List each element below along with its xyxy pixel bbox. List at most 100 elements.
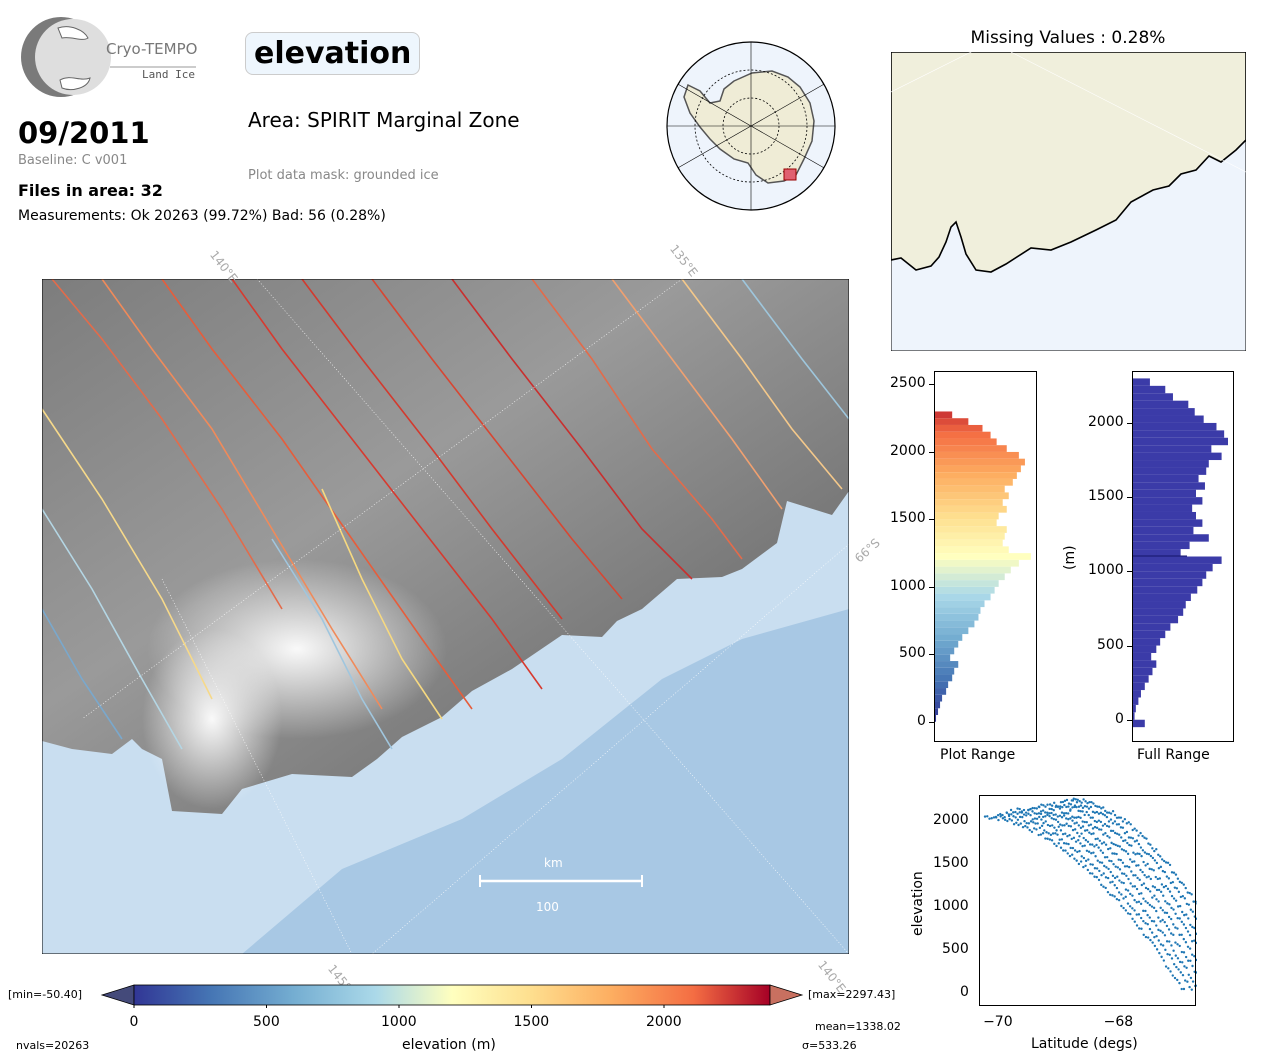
scatter-point: [1158, 877, 1162, 880]
scatter-point: [1130, 844, 1133, 847]
scatter-point: [1105, 811, 1109, 814]
scatter-point: [1010, 819, 1014, 822]
scatter-point: [1147, 842, 1150, 845]
scatter-point: [1018, 815, 1022, 819]
scatter-point: [1066, 835, 1069, 838]
scatter-point: [1159, 855, 1162, 858]
scatter-point: [1087, 813, 1090, 817]
histogram-bar: [934, 445, 1007, 452]
scatter-point: [1151, 847, 1154, 850]
scatter-point: [1134, 874, 1137, 877]
scatter-point: [1022, 808, 1026, 812]
scatter-point: [1010, 813, 1013, 816]
scatter-point: [1079, 842, 1082, 845]
scatter-point: [1182, 937, 1185, 941]
scatter-point: [1155, 888, 1159, 892]
scatter-point: [1016, 807, 1019, 810]
scatter-point: [1082, 865, 1085, 869]
scatter-point: [1132, 874, 1135, 877]
scatter-point: [1093, 867, 1097, 870]
scatter-point: [1097, 846, 1100, 849]
scatter-point: [1168, 863, 1172, 867]
scatter-point: [1050, 811, 1053, 815]
histogram-bar: [1132, 482, 1205, 490]
scatter-point: [1159, 920, 1162, 923]
scatter-point: [1111, 829, 1115, 833]
mean-text: mean=1338.02: [815, 1020, 901, 1033]
scatter-point: [1101, 824, 1105, 827]
scatter-point: [1196, 984, 1197, 987]
scatter-point: [1029, 820, 1033, 823]
scatter-point: [1131, 885, 1134, 888]
scatter-point: [1184, 941, 1188, 944]
scatter-point: [1084, 864, 1087, 867]
scatter-point: [1113, 852, 1116, 855]
histogram-bar: [934, 519, 997, 527]
scatter-point: [1077, 838, 1080, 842]
scatter-point: [1005, 811, 1008, 814]
scatter-point: [1186, 980, 1189, 983]
scatter-point: [1089, 863, 1092, 866]
scatter-point: [1131, 837, 1135, 840]
scatter-point: [1031, 806, 1034, 810]
scatter-point: [1135, 829, 1138, 832]
scatter-point: [1118, 868, 1122, 871]
scatter-point: [1073, 849, 1077, 852]
histogram-bar: [934, 607, 981, 614]
scatter-point: [1110, 859, 1113, 863]
scatter-point: [1088, 831, 1091, 834]
scatter-point: [1133, 860, 1136, 863]
scatter-point: [1126, 912, 1130, 915]
scatter-point: [1151, 896, 1154, 899]
histogram-bar: [934, 553, 1031, 560]
histogram-bar: [934, 438, 997, 446]
histogram-bar: [934, 424, 983, 432]
scatter-point: [1181, 973, 1185, 977]
scatter-point: [1146, 901, 1149, 905]
scatter-point: [1077, 809, 1080, 813]
scatter-point: [1144, 909, 1147, 913]
scatter-point: [1145, 837, 1148, 840]
histogram-bar: [1132, 474, 1199, 483]
scatter-point: [1128, 858, 1132, 861]
scatter-point: [1018, 807, 1021, 811]
scatter-point: [1070, 853, 1074, 856]
scatter-point: [1001, 813, 1004, 817]
scatter-point: [1040, 803, 1043, 806]
scatter-point: [1129, 823, 1132, 826]
scatter-point: [1104, 876, 1108, 879]
scatter-point: [1181, 961, 1184, 964]
parameter-title: elevation: [245, 32, 421, 75]
y-tick-label: 2000: [890, 442, 926, 459]
scatter-point: [1059, 823, 1062, 826]
scatter-point: [1062, 849, 1065, 852]
histogram-bar: [1132, 519, 1203, 527]
histogram-bar: [934, 701, 941, 709]
scatter-point: [1155, 924, 1158, 927]
scatter-point: [1157, 900, 1160, 903]
hist-plot-range: [934, 371, 1037, 742]
histogram-bar: [934, 478, 1013, 486]
scatter-point: [1123, 865, 1127, 868]
scatter-point: [1023, 819, 1026, 823]
scatter-point: [1155, 861, 1159, 865]
y-tick: [929, 519, 934, 521]
scatter-point: [1063, 803, 1066, 807]
histogram-bar: [934, 559, 1019, 567]
histogram-bar: [1132, 563, 1213, 572]
scatter-point: [1033, 817, 1037, 820]
scatter-point: [1111, 852, 1114, 855]
scatter-point: [1081, 806, 1085, 810]
scatter-point: [1176, 943, 1179, 946]
scatter-point: [1182, 923, 1186, 926]
scatter-point: [1102, 806, 1105, 809]
scatter-point: [1077, 824, 1081, 827]
histogram-bar: [1132, 593, 1191, 602]
scatter-point: [1152, 906, 1156, 910]
scatter-point: [1079, 860, 1083, 863]
scatter-point: [1037, 812, 1041, 815]
scatter-point: [1164, 884, 1168, 888]
scatter-point: [1191, 980, 1195, 983]
scatter-point: [1188, 947, 1192, 950]
scatter-point: [990, 817, 993, 820]
